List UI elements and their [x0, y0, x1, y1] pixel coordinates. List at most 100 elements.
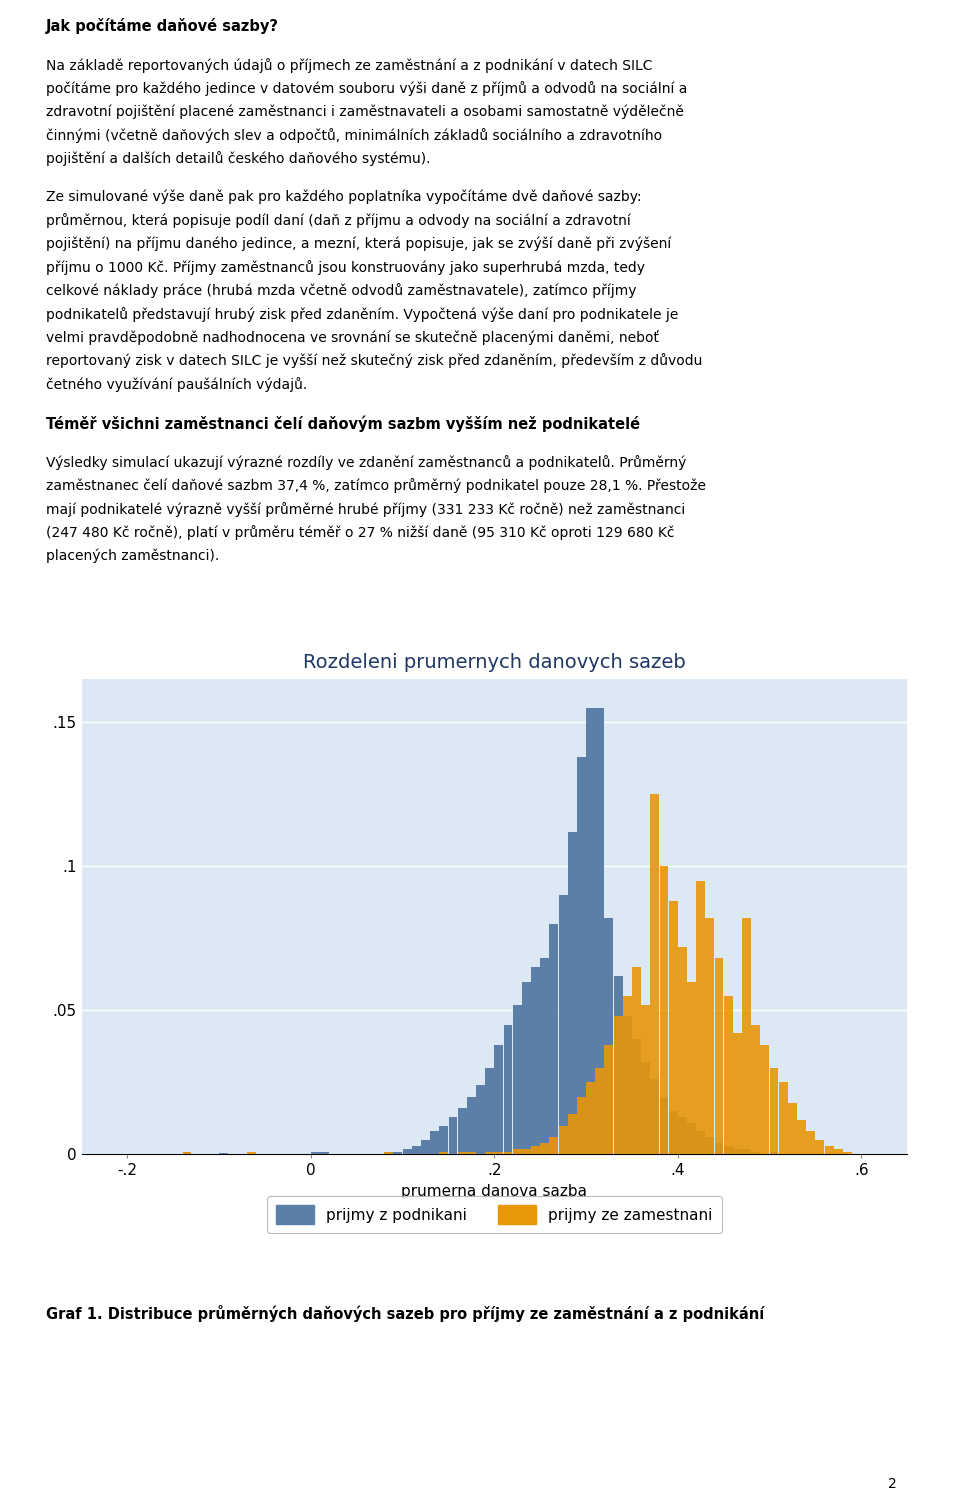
Text: četného využívání paušálních výdajů.: četného využívání paušálních výdajů.	[46, 377, 307, 392]
Bar	[696, 1132, 705, 1154]
Bar	[834, 1148, 843, 1154]
Bar	[476, 1085, 485, 1154]
Bar	[522, 981, 531, 1154]
Bar	[311, 1151, 320, 1154]
Bar	[540, 958, 549, 1154]
Bar	[632, 967, 641, 1154]
X-axis label: prumerna danova sazba: prumerna danova sazba	[401, 1185, 588, 1200]
Text: činnými (včetně daňových slev a odpočtů, minimálních základů sociálního a zdravo: činnými (včetně daňových slev a odpočtů,…	[46, 128, 662, 143]
Text: Téměř všichni zaměstnanci čelí daňovým sazbm vyšším než podnikatelé: Téměř všichni zaměstnanci čelí daňovým s…	[46, 415, 640, 432]
Bar	[577, 1097, 586, 1154]
Bar	[513, 1148, 521, 1154]
Bar	[485, 1151, 494, 1154]
Bar	[559, 895, 567, 1154]
Bar	[650, 1079, 660, 1154]
Bar	[384, 1151, 394, 1154]
Text: velmi pravděpodobně nadhodnocena ve srovnání se skutečně placenými daněmi, neboť: velmi pravděpodobně nadhodnocena ve srov…	[46, 330, 660, 346]
Bar	[714, 958, 724, 1154]
Bar	[485, 1068, 494, 1154]
Bar	[402, 1148, 412, 1154]
Title: Rozdeleni prumernych danovych sazeb: Rozdeleni prumernych danovych sazeb	[303, 653, 685, 672]
Text: Na základě reportovaných údajů o příjmech ze zaměstnání a z podnikání v datech S: Na základě reportovaných údajů o příjmec…	[46, 57, 653, 72]
Bar	[742, 917, 751, 1154]
Bar	[815, 1139, 825, 1154]
Text: pojištění a dalších detailů českého daňového systému).: pojištění a dalších detailů českého daňo…	[46, 151, 431, 166]
Text: Jak počítáme daňové sazby?: Jak počítáme daňové sazby?	[46, 18, 279, 35]
Bar	[320, 1151, 329, 1154]
Bar	[440, 1151, 448, 1154]
Bar	[706, 917, 714, 1154]
Text: podnikatelů představují hrubý zisk před zdaněním. Vypočtená výše daní pro podnik: podnikatelů představují hrubý zisk před …	[46, 306, 679, 321]
Bar	[641, 1062, 650, 1154]
Bar	[669, 901, 678, 1154]
Text: Ze simulované výše daně pak pro každého poplatníka vypočítáme dvě daňové sazby:: Ze simulované výše daně pak pro každého …	[46, 190, 641, 204]
Bar	[632, 1040, 641, 1154]
Text: celkové náklady práce (hrubá mzda včetně odvodů zaměstnavatele), zatímco příjmy: celkové náklady práce (hrubá mzda včetně…	[46, 284, 636, 299]
Bar	[587, 708, 595, 1154]
Bar	[605, 917, 613, 1154]
Legend: prijmy z podnikani, prijmy ze zamestnani: prijmy z podnikani, prijmy ze zamestnani	[267, 1197, 722, 1233]
Bar	[494, 1151, 503, 1154]
Bar	[760, 1044, 769, 1154]
Bar	[595, 708, 604, 1154]
Bar	[448, 1117, 457, 1154]
Bar	[605, 1044, 613, 1154]
Text: (247 480 Kč ročně), platí v průměru téměř o 27 % nižší daně (95 310 Kč oproti 12: (247 480 Kč ročně), platí v průměru témě…	[46, 525, 675, 540]
Bar	[752, 1025, 760, 1154]
Bar	[724, 996, 732, 1154]
Bar	[531, 967, 540, 1154]
Bar	[531, 1145, 540, 1154]
Text: příjmu o 1000 Kč. Příjmy zaměstnanců jsou konstruovány jako superhrubá mzda, ted: příjmu o 1000 Kč. Příjmy zaměstnanců jso…	[46, 260, 645, 275]
Text: Výsledky simulací ukazují výrazné rozdíly ve zdanění zaměstnanců a podnikatelů. : Výsledky simulací ukazují výrazné rozdíl…	[46, 456, 686, 469]
Bar	[458, 1151, 467, 1154]
Bar	[567, 1114, 577, 1154]
Bar	[788, 1103, 797, 1154]
Bar	[770, 1151, 779, 1154]
Text: pojištění) na příjmu daného jedince, a mezní, která popisuje, jak se zvýší daně : pojištění) na příjmu daného jedince, a m…	[46, 237, 671, 250]
Bar	[595, 1068, 604, 1154]
Bar	[467, 1097, 476, 1154]
Bar	[577, 758, 586, 1154]
Text: zaměstnanec čelí daňové sazbm 37,4 %, zatímco průměrný podnikatel pouze 28,1 %. : zaměstnanec čelí daňové sazbm 37,4 %, za…	[46, 478, 707, 493]
Bar	[779, 1082, 787, 1154]
Text: placených zaměstnanci).: placených zaměstnanci).	[46, 549, 219, 563]
Bar	[522, 1148, 531, 1154]
Bar	[752, 1151, 760, 1154]
Text: počítáme pro každého jedince v datovém souboru výši daně z příjmů a odvodů na so: počítáme pro každého jedince v datovém s…	[46, 81, 687, 97]
Bar	[440, 1126, 448, 1154]
Bar	[412, 1145, 420, 1154]
Bar	[678, 1117, 686, 1154]
Bar	[182, 1151, 191, 1154]
Bar	[742, 1148, 751, 1154]
Text: 2: 2	[888, 1477, 898, 1491]
Bar	[706, 1138, 714, 1154]
Text: zdravotní pojištění placené zaměstnanci i zaměstnavateli a osobami samostatně vý: zdravotní pojištění placené zaměstnanci …	[46, 104, 684, 119]
Bar	[623, 996, 632, 1154]
Bar	[770, 1068, 779, 1154]
Bar	[660, 1097, 668, 1154]
Bar	[549, 1138, 559, 1154]
Bar	[687, 981, 696, 1154]
Bar	[687, 1123, 696, 1154]
Bar	[806, 1132, 815, 1154]
Bar	[540, 1142, 549, 1154]
Bar	[825, 1145, 833, 1154]
Text: průměrnou, která popisuje podíl daní (daň z příjmu a odvody na sociální a zdravo: průměrnou, která popisuje podíl daní (da…	[46, 213, 631, 228]
Bar	[587, 1082, 595, 1154]
Text: reportovaný zisk v datech SILC je vyšší než skutečný zisk před zdaněním, předevš: reportovaný zisk v datech SILC je vyšší …	[46, 353, 703, 368]
Bar	[732, 1148, 742, 1154]
Bar	[504, 1151, 513, 1154]
Bar	[458, 1108, 467, 1154]
Bar	[641, 1005, 650, 1154]
Bar	[421, 1139, 430, 1154]
Bar	[613, 1016, 622, 1154]
Bar	[669, 1111, 678, 1154]
Bar	[467, 1151, 476, 1154]
Bar	[430, 1132, 439, 1154]
Bar	[678, 948, 686, 1154]
Bar	[394, 1151, 402, 1154]
Bar	[504, 1025, 513, 1154]
Bar	[660, 866, 668, 1154]
Bar	[384, 1151, 394, 1154]
Bar	[843, 1151, 852, 1154]
